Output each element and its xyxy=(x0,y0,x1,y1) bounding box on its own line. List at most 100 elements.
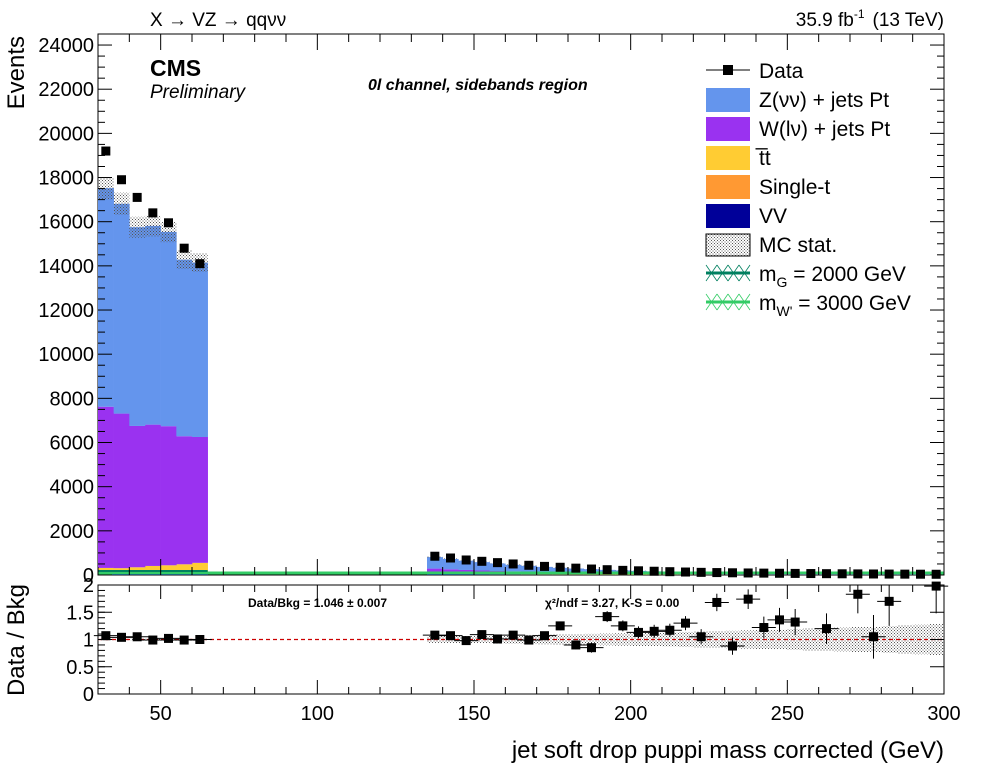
x-tick-label: 100 xyxy=(301,703,334,725)
data-point xyxy=(634,566,643,576)
data-point xyxy=(822,569,831,579)
data-point xyxy=(728,568,737,578)
data-point xyxy=(430,551,440,561)
x-tick-label: 300 xyxy=(927,703,960,725)
data-point xyxy=(712,568,722,578)
data-point xyxy=(179,243,189,253)
ratio-point xyxy=(869,632,878,642)
main-axes: 0 2000 4000 6000 8000 10000 12000 14000 16000 180… xyxy=(38,34,945,587)
data-point xyxy=(869,569,878,579)
bar xyxy=(442,574,459,575)
legend-label: Single-t xyxy=(759,176,830,199)
data-point xyxy=(696,567,706,577)
mc-stat-bin xyxy=(145,215,161,237)
channel-label: 0l channel, sidebands region xyxy=(368,77,588,94)
data-point xyxy=(649,566,659,576)
ratio-point xyxy=(540,631,549,641)
ratio-band-bin xyxy=(677,631,694,648)
legend-signal-swatch xyxy=(705,293,751,311)
bar xyxy=(458,560,475,570)
bar xyxy=(176,436,193,565)
ratio-point xyxy=(493,634,502,644)
legend-label: mG = 2000 GeV xyxy=(759,263,906,290)
mc-stat-bin xyxy=(176,250,192,270)
ratio-point xyxy=(681,618,690,628)
legend-swatch xyxy=(706,175,750,199)
y-tick-label: 8000 xyxy=(50,388,95,410)
ratio-y-tick-label: 0 xyxy=(83,684,94,706)
ratio-point xyxy=(461,636,471,646)
y-tick-label: 10000 xyxy=(38,344,94,366)
y-tick-label: 6000 xyxy=(50,433,95,455)
data-point xyxy=(148,208,158,218)
data-point xyxy=(916,569,925,579)
legend-swatch xyxy=(706,204,750,228)
data-point xyxy=(508,559,518,569)
legend-label: mW' = 3000 GeV xyxy=(759,292,911,319)
ratio-band-bin xyxy=(615,633,631,646)
data-points xyxy=(101,146,941,579)
ratio-band-bin xyxy=(803,628,819,651)
bar xyxy=(176,564,193,572)
ratio-y-tick-label: 0.5 xyxy=(66,657,94,679)
ratio-point xyxy=(477,630,487,640)
process-label: X → VZ → qqνν xyxy=(150,10,286,31)
legend-label-part: = 3000 GeV xyxy=(792,292,911,315)
ratio-point xyxy=(587,643,596,653)
bar xyxy=(160,426,177,566)
ratio-points xyxy=(93,581,949,659)
bar xyxy=(129,425,146,568)
ratio-point xyxy=(571,640,581,650)
data-point xyxy=(571,563,581,573)
data-point xyxy=(931,569,941,579)
bar xyxy=(474,562,490,571)
x-tick-label: 200 xyxy=(614,703,647,725)
ratio-band-bin xyxy=(599,633,615,646)
legend-hatch-swatch xyxy=(705,233,751,257)
y-tick-label: 0 xyxy=(83,565,94,587)
bar xyxy=(145,225,161,425)
legend-label-part: m xyxy=(759,263,777,286)
ratio-point xyxy=(101,631,111,641)
data-point xyxy=(665,567,675,577)
ratio-point xyxy=(148,635,158,645)
legend-label-part: = 2000 GeV xyxy=(787,263,906,286)
ratio-point xyxy=(853,589,863,599)
y-tick-label: 2000 xyxy=(50,521,95,543)
ratio-point xyxy=(618,621,628,631)
data-point xyxy=(618,565,628,575)
ratio-point xyxy=(665,625,675,635)
ratio-point xyxy=(634,627,643,637)
data-point xyxy=(101,146,111,156)
ratio-y-tick-label: 1 xyxy=(83,630,94,652)
bar xyxy=(113,568,130,572)
bar xyxy=(442,569,459,573)
ratio-point xyxy=(759,623,769,633)
ratio-point xyxy=(822,624,831,634)
bar xyxy=(113,413,130,569)
y-tick-label: 24000 xyxy=(38,35,94,57)
data-point xyxy=(493,558,502,568)
bar xyxy=(129,227,146,426)
data-point xyxy=(837,569,847,579)
legend-label: MC stat. xyxy=(759,234,837,257)
ratio-band-bin xyxy=(474,635,490,644)
data-point xyxy=(524,560,534,570)
ratio-point xyxy=(446,631,455,641)
energy-value: (13 TeV) xyxy=(873,10,944,31)
data-bkg-text: Data/Bkg = 1.046 ± 0.007 xyxy=(248,596,387,610)
bar xyxy=(176,259,193,437)
y-tick-label: 12000 xyxy=(38,300,94,322)
ratio-point xyxy=(430,630,440,640)
ratio-point xyxy=(195,635,205,644)
mc-stat-bin xyxy=(129,216,145,238)
bar xyxy=(160,565,177,572)
ratio-point xyxy=(524,635,534,645)
data-point xyxy=(759,568,769,578)
bar xyxy=(427,568,443,573)
ratio-point xyxy=(555,621,565,631)
ratio-band-bin xyxy=(740,630,756,649)
data-point xyxy=(461,555,471,565)
legend-label-part: W' xyxy=(777,303,793,319)
